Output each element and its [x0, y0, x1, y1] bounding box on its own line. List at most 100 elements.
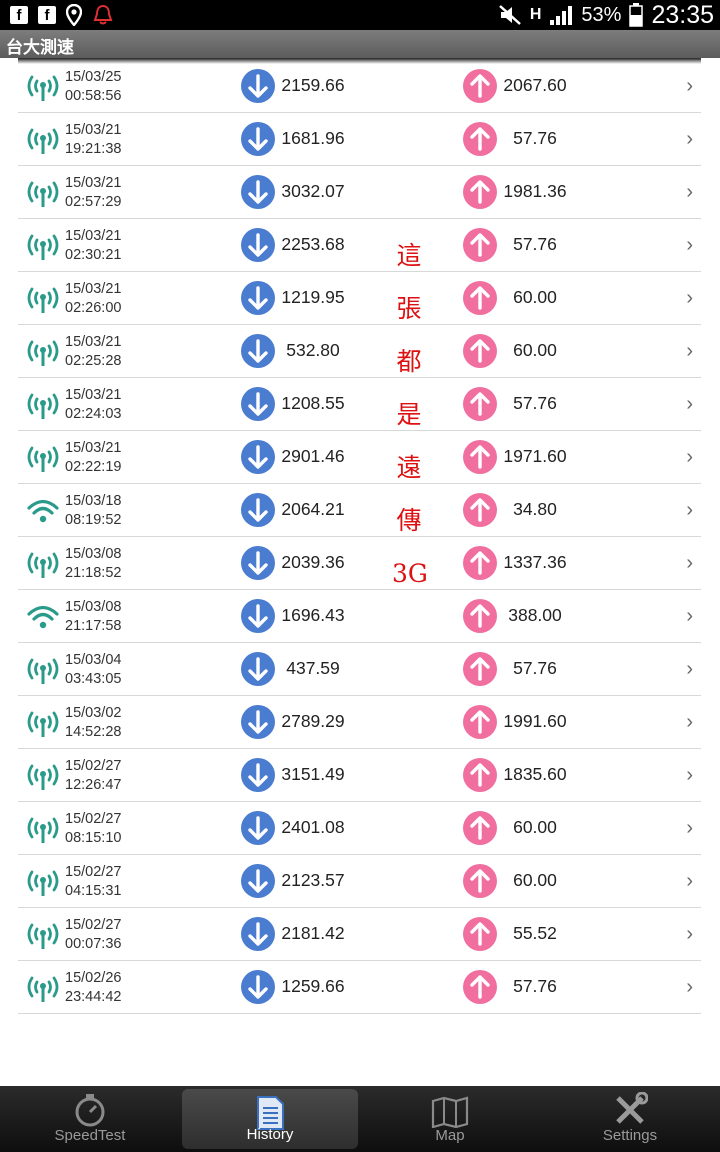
- tab-map[interactable]: Map: [360, 1086, 540, 1152]
- connection-type-indicator: [26, 337, 60, 367]
- facebook-icon: f: [38, 6, 56, 24]
- scroll-shadow: [18, 58, 701, 64]
- chevron-right-icon: ›: [686, 181, 693, 203]
- test-time: 03:43:05: [65, 671, 122, 687]
- test-time: 02:22:19: [65, 459, 122, 475]
- battery-percent: 53%: [581, 3, 622, 26]
- status-bar: f f H 53% 23:35: [0, 0, 720, 30]
- download-speed: 1208.55: [281, 393, 345, 413]
- stopwatch-icon: [75, 1094, 105, 1127]
- upload-badge: [463, 334, 497, 368]
- cellular-antenna-icon: [27, 552, 59, 578]
- upload-speed: 388.00: [508, 605, 562, 625]
- tab-label: History: [246, 1126, 294, 1143]
- download-badge: [241, 917, 275, 951]
- test-time: 21:17:58: [65, 618, 122, 634]
- test-time: 23:44:42: [65, 989, 122, 1005]
- history-row[interactable]: 15/03/21 19:21:38 1681.96 57.76 ›: [18, 113, 701, 166]
- history-row[interactable]: 15/02/26 23:44:42 1259.66 57.76 ›: [18, 961, 701, 1014]
- chevron-right-icon: ›: [686, 393, 693, 415]
- download-speed: 2789.29: [281, 711, 345, 731]
- history-row[interactable]: 15/03/21 02:57:29 3032.07 1981.36 ›: [18, 166, 701, 219]
- download-arrow-icon: [248, 498, 268, 522]
- connection-type-indicator: [26, 496, 60, 526]
- cellular-antenna-icon: [27, 234, 59, 260]
- upload-arrow-icon: [470, 869, 490, 893]
- connection-type-indicator: [26, 178, 60, 208]
- test-time: 14:52:28: [65, 724, 122, 740]
- wifi-icon: [27, 605, 59, 629]
- download-speed: 1681.96: [281, 128, 345, 148]
- download-badge: [241, 122, 275, 156]
- history-row[interactable]: 15/03/21 02:26:00 1219.95 60.00 ›: [18, 272, 701, 325]
- download-arrow-icon: [248, 551, 268, 575]
- test-date: 15/02/27: [65, 917, 122, 933]
- cellular-antenna-icon: [27, 711, 59, 737]
- download-speed: 2401.08: [281, 817, 345, 837]
- test-time: 19:21:38: [65, 141, 122, 157]
- history-row[interactable]: 15/03/21 02:24:03 1208.55 57.76 ›: [18, 378, 701, 431]
- history-row[interactable]: 15/03/02 14:52:28 2789.29 1991.60 ›: [18, 696, 701, 749]
- mute-icon: [499, 5, 521, 25]
- download-badge: [241, 811, 275, 845]
- history-row[interactable]: 15/03/25 00:58:56 2159.66 2067.60 ›: [18, 60, 701, 113]
- tab-history[interactable]: History: [182, 1089, 358, 1149]
- tab-speedtest[interactable]: SpeedTest: [0, 1086, 180, 1152]
- test-date: 15/03/02: [65, 705, 122, 721]
- history-row[interactable]: 15/03/21 02:25:28 532.80 60.00 ›: [18, 325, 701, 378]
- upload-badge: [463, 69, 497, 103]
- connection-type-indicator: [26, 867, 60, 897]
- download-arrow-icon: [248, 445, 268, 469]
- history-row[interactable]: 15/02/27 00:07:36 2181.42 55.52 ›: [18, 908, 701, 961]
- upload-speed: 60.00: [513, 340, 557, 360]
- download-arrow-icon: [248, 604, 268, 628]
- test-date: 15/03/21: [65, 175, 122, 191]
- history-row[interactable]: 15/03/21 02:22:19 2901.46 1971.60 ›: [18, 431, 701, 484]
- connection-type-indicator: [26, 655, 60, 685]
- history-row[interactable]: 15/02/27 04:15:31 2123.57 60.00 ›: [18, 855, 701, 908]
- history-row[interactable]: 15/03/04 03:43:05 437.59 57.76 ›: [18, 643, 701, 696]
- connection-type-indicator: [26, 231, 60, 261]
- download-speed: 2159.66: [281, 75, 345, 95]
- download-arrow-icon: [248, 180, 268, 204]
- history-row[interactable]: 15/02/27 12:26:47 3151.49 1835.60 ›: [18, 749, 701, 802]
- download-speed: 2901.46: [281, 446, 345, 466]
- history-row[interactable]: 15/03/08 21:17:58 1696.43 388.00 ›: [18, 590, 701, 643]
- alarm-bell-icon: [93, 4, 113, 25]
- test-date: 15/03/18: [65, 493, 122, 509]
- history-row[interactable]: 15/03/18 08:19:52 2064.21 34.80 ›: [18, 484, 701, 537]
- history-row[interactable]: 15/03/21 02:30:21 2253.68 57.76 ›: [18, 219, 701, 272]
- test-date: 15/03/21: [65, 387, 122, 403]
- cellular-antenna-icon: [27, 976, 59, 1002]
- upload-badge: [463, 599, 497, 633]
- history-row[interactable]: 15/03/08 21:18:52 2039.36 1337.36 ›: [18, 537, 701, 590]
- history-list[interactable]: 02:17:112692.742048.96›15/03/2500:58:562…: [18, 58, 701, 1086]
- download-arrow-icon: [248, 975, 268, 999]
- upload-arrow-icon: [470, 74, 490, 98]
- download-arrow-icon: [248, 74, 268, 98]
- download-badge: [241, 69, 275, 103]
- connection-type-indicator: [26, 443, 60, 473]
- connection-type-indicator: [26, 602, 60, 632]
- annotation-char: 是: [396, 400, 422, 429]
- upload-badge: [463, 811, 497, 845]
- cellular-antenna-icon: [27, 658, 59, 684]
- history-row[interactable]: 15/02/27 08:15:10 2401.08 60.00 ›: [18, 802, 701, 855]
- download-badge: [241, 228, 275, 262]
- test-date: 15/03/21: [65, 228, 122, 244]
- cellular-antenna-icon: [27, 817, 59, 843]
- annotation-char: 這: [396, 241, 422, 270]
- test-date: 15/03/08: [65, 546, 122, 562]
- test-date: 15/03/21: [65, 281, 122, 297]
- tab-settings[interactable]: Settings: [540, 1086, 720, 1152]
- download-badge: [241, 546, 275, 580]
- network-type: H: [529, 6, 542, 23]
- upload-speed: 55.52: [513, 923, 557, 943]
- test-time: 02:24:03: [65, 406, 122, 422]
- download-badge: [241, 864, 275, 898]
- annotation-char: 都: [396, 347, 422, 376]
- download-arrow-icon: [248, 710, 268, 734]
- upload-arrow-icon: [470, 392, 490, 416]
- connection-type-indicator: [26, 761, 60, 791]
- test-date: 15/03/04: [65, 652, 122, 668]
